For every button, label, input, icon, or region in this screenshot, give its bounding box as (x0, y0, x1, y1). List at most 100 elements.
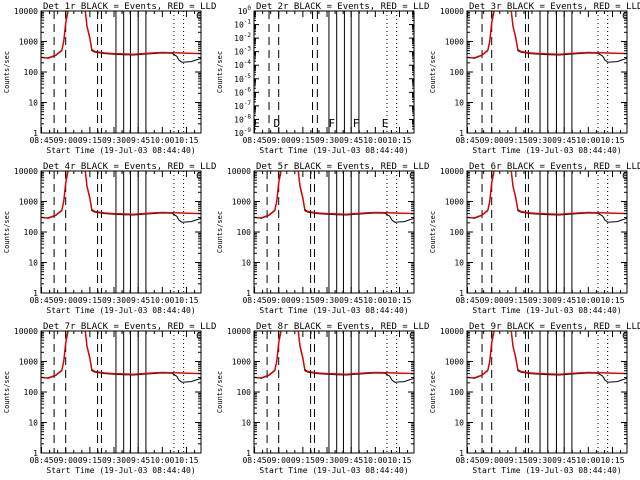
x-tick-label: 10:15 (600, 296, 624, 305)
y-tick-label: 10-6 (234, 86, 251, 97)
y-axis-label: Counts/sec (3, 51, 11, 93)
y-tick-label: 1 (459, 289, 464, 298)
x-tick-label: 08:45 (29, 296, 53, 305)
event-markers (268, 11, 398, 133)
x-axis-label: Start Time (19-Jul-03 08:44:40) (472, 146, 621, 155)
x-tick-label: 10:00 (576, 456, 600, 465)
x-tick-label: 09:00 (267, 456, 291, 465)
y-tick-label: 10 (28, 99, 38, 108)
x-tick-label: 10:00 (363, 136, 387, 145)
y-tick-label: 1 (33, 449, 38, 458)
y-axis-label: Counts/sec (429, 51, 437, 93)
y-tick-label: 100 (238, 5, 252, 16)
y-tick-label: 10000 (14, 167, 38, 176)
x-tick-label: 10:15 (174, 456, 198, 465)
y-tick-label: 10 (28, 259, 38, 268)
y-tick-label: 100 (24, 228, 39, 237)
x-tick-label: 08:45 (455, 136, 479, 145)
y-tick-label: 100 (24, 68, 39, 77)
y-tick-label: 1000 (232, 358, 251, 367)
panel-det-7r: C 1 10 100 1000 10000 08:45 09:00 09:15 09:30 09:4… (3, 322, 216, 475)
panel-det-2r: E D F F E10-910-810-710-610-510-410-310-210-… (216, 2, 429, 155)
x-tick-label: 09:30 (102, 456, 126, 465)
panel-annotation: C (622, 171, 628, 182)
x-axis-label: Start Time (19-Jul-03 08:44:40) (46, 466, 195, 475)
x-tick-label: 10:15 (600, 456, 624, 465)
y-tick-label: 10-1 (234, 19, 251, 30)
y-tick-label: 10 (454, 419, 464, 428)
chart-title: Det 9r BLACK = Events, RED = LLD (469, 322, 640, 332)
x-tick-label: 09:45 (339, 456, 363, 465)
x-tick-label: 09:15 (291, 456, 315, 465)
x-tick-label: 09:00 (267, 296, 291, 305)
x-tick-label: 09:15 (78, 296, 102, 305)
y-tick-label: 10000 (440, 167, 464, 176)
x-tick-label: 10:15 (600, 136, 624, 145)
x-tick-label: 09:15 (504, 456, 528, 465)
panel-annotation: C (622, 11, 628, 22)
chart-title: Det 8r BLACK = Events, RED = LLD (256, 322, 429, 332)
y-tick-label: 10-4 (234, 59, 251, 70)
x-tick-label: 09:45 (552, 136, 576, 145)
y-tick-label: 10-8 (234, 113, 251, 124)
panel-annotation: C (409, 171, 415, 182)
x-tick-label: 09:30 (315, 456, 339, 465)
y-tick-label: 10 (454, 259, 464, 268)
y-axis-label: Counts/sec (216, 371, 224, 413)
x-tick-label: 09:30 (528, 136, 552, 145)
event-markers (53, 171, 185, 293)
event-markers (481, 331, 609, 453)
chart-title: Det 3r BLACK = Events, RED = LLD (469, 2, 640, 12)
y-tick-label: 1000 (232, 198, 251, 207)
y-tick-label: 10 (28, 419, 38, 428)
series-lld-line (41, 171, 201, 219)
y-axis-label: Counts/sec (216, 51, 224, 93)
y-tick-label: 10000 (227, 167, 251, 176)
y-tick-label: 1000 (445, 358, 464, 367)
event-markers (481, 11, 609, 133)
x-tick-label: 09:30 (528, 456, 552, 465)
chart-title: Det 5r BLACK = Events, RED = LLD (256, 162, 429, 172)
chart-title: Det 6r BLACK = Events, RED = LLD (469, 162, 640, 172)
panel-det-6r: C 1 10 100 1000 10000 08:45 09:00 09:15 09:30 09:4… (429, 162, 640, 315)
x-axis-label: Start Time (19-Jul-03 08:44:40) (46, 306, 195, 315)
x-tick-label: 08:45 (242, 136, 266, 145)
x-tick-label: 10:00 (150, 296, 174, 305)
y-tick-label: 1 (246, 449, 251, 458)
panel-annotation: C (196, 331, 202, 342)
x-tick-label: 09:15 (78, 136, 102, 145)
panel-annotation: C (622, 331, 628, 342)
y-tick-label: 10-3 (234, 46, 251, 57)
x-tick-label: 08:45 (455, 296, 479, 305)
y-tick-label: 1 (246, 289, 251, 298)
y-tick-label: 10-9 (234, 127, 251, 138)
x-tick-label: 09:30 (315, 136, 339, 145)
x-tick-label: 08:45 (29, 136, 53, 145)
y-tick-label: 1 (33, 129, 38, 138)
panel-annotation: E (253, 117, 260, 130)
panel-det-5r: C 1 10 100 1000 10000 08:45 09:00 09:15 09:30 09:4… (216, 162, 429, 315)
y-tick-label: 10-7 (234, 100, 251, 111)
series-lld-line (254, 171, 414, 219)
chart-title: Det 1r BLACK = Events, RED = LLD (43, 2, 216, 12)
panel-det-9r: C 1 10 100 1000 10000 08:45 09:00 09:15 09:30 09:4… (429, 322, 640, 475)
y-axis-label: Counts/sec (3, 211, 11, 253)
y-tick-label: 1 (459, 129, 464, 138)
y-tick-label: 10000 (14, 7, 38, 16)
x-axis-label: Start Time (19-Jul-03 08:44:40) (259, 306, 408, 315)
x-tick-label: 10:15 (387, 296, 411, 305)
y-tick-label: 1000 (445, 198, 464, 207)
x-tick-label: 10:00 (363, 296, 387, 305)
y-tick-label: 1000 (19, 198, 38, 207)
x-tick-label: 09:00 (54, 136, 78, 145)
y-tick-label: 1 (459, 449, 464, 458)
y-axis-label: Counts/sec (3, 371, 11, 413)
series-lld-line (254, 331, 414, 379)
y-tick-label: 10 (454, 99, 464, 108)
y-tick-label: 10000 (440, 327, 464, 336)
y-axis-label: Counts/sec (429, 211, 437, 253)
x-tick-label: 09:45 (126, 296, 150, 305)
x-tick-label: 08:45 (29, 456, 53, 465)
x-tick-label: 09:45 (339, 136, 363, 145)
